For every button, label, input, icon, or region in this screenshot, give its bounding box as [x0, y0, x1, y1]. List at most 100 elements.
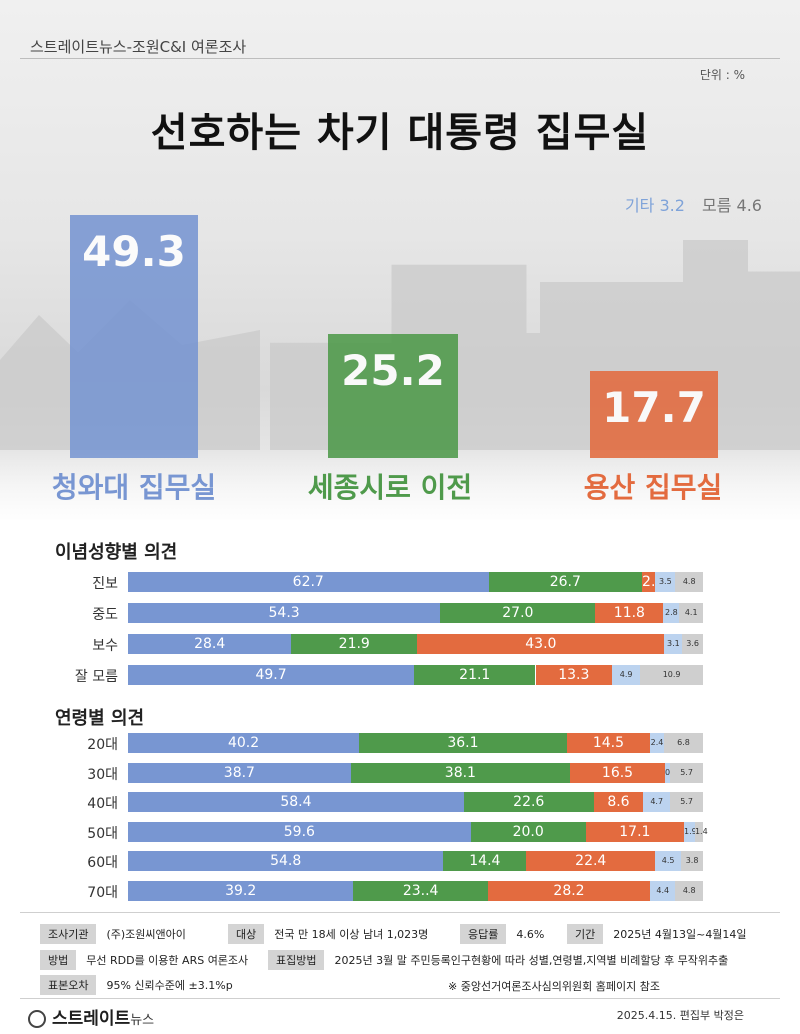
ideology-row-label: 보수 [92, 638, 118, 654]
age-segment [350, 762, 571, 783]
age-segment [670, 792, 703, 812]
main-title: 선호하는 차기 대통령 집무실 [150, 110, 650, 156]
brand-icon [28, 1010, 46, 1028]
section-title-age: 연령별 의견 [55, 708, 145, 729]
bar-value-sejong: 25.2 [341, 346, 445, 396]
age-segment [128, 851, 444, 871]
ideology-row-bar: 54.3 27.0 11.8 2.8 4.1 [128, 603, 703, 623]
ideology-segment [595, 603, 664, 623]
meta-sampling: 표집방법 2025년 3월 말 주민등록인구현황에 따라 성별,연령별,지역별 비… [268, 950, 728, 970]
age-segment [128, 733, 360, 753]
ideology-row-label: 중도 [92, 607, 118, 623]
age-segment-label: 28.2 [553, 882, 585, 899]
age-row-bar: 54.8 14.4 22.4 4.5 3.8 [128, 851, 703, 871]
ideology-row-label: 잘 모름 [74, 669, 118, 685]
age-segment [470, 821, 586, 842]
ideology-segment [642, 572, 656, 592]
age-segment-label: 54.8 [270, 853, 302, 869]
bar-cheongwadae: 49.3 [70, 215, 198, 458]
age-segment [665, 762, 671, 783]
brand-sub: 뉴스 [130, 1013, 155, 1028]
age-segment-label: 5.7 [680, 797, 693, 806]
age-row-bar: 58.4 22.6 8.6 4.7 5.7 [128, 792, 703, 812]
section-title-ideology: 이념성향별 의견 [55, 542, 178, 563]
age-row-label: 30대 [87, 766, 118, 783]
bar-label-sejong: 세종시로 이전 [307, 471, 473, 504]
ideology-segment [612, 665, 641, 685]
age-segment [650, 733, 664, 753]
ideology-segment [664, 634, 683, 654]
age-segment-label: 17.1 [619, 823, 651, 840]
age-segment [670, 762, 703, 783]
age-segment-label: 59.6 [283, 823, 315, 840]
background-fade [0, 450, 800, 530]
meta-response: 응답률 4.6% [460, 924, 544, 944]
info-divider-top [20, 912, 780, 913]
ideology-segment-label: 2.3 [642, 574, 665, 590]
meta-period-tag: 기간 [567, 924, 604, 944]
age-segment [443, 851, 527, 871]
age-row-label: 70대 [87, 884, 118, 901]
age-segment [487, 880, 651, 901]
ideology-segment [675, 572, 703, 592]
ideology-segment-label: 3.1 [667, 639, 680, 648]
meta-agency-value: (주)조원씨앤아이 [106, 928, 186, 941]
ideology-segment [488, 572, 643, 592]
credit-line: 2025.4.15. 편집부 박정은 [616, 1009, 744, 1022]
age-segment-label: 38.1 [444, 764, 476, 781]
age-segment-label: 22.4 [575, 853, 607, 869]
age-segment-label: 8.6 [607, 794, 630, 810]
unit-label: 단위 : % [699, 68, 745, 82]
age-segment [128, 762, 351, 783]
meta-target-tag: 대상 [228, 924, 265, 944]
ideology-segment-label: 2.8 [664, 608, 678, 617]
age-segment [128, 880, 354, 901]
others-etc: 기타 3.2 [624, 196, 685, 215]
age-segment-label: 14.5 [592, 735, 624, 751]
ideology-segment-label: 43.0 [525, 636, 557, 652]
age-segment [526, 851, 656, 871]
ideology-row-bar: 49.7 21.1 13.3 4.9 10.9 [128, 665, 703, 685]
ideology-segment-label: 4.9 [619, 670, 633, 679]
age-segment [593, 792, 644, 812]
meta-target-value: 전국 만 18세 이상 남녀 1,023명 [274, 928, 429, 941]
age-segment [128, 821, 471, 842]
age-segment-label: 38.7 [223, 764, 255, 781]
ideology-segment [128, 572, 489, 592]
others-dont-know: 모름 4.6 [702, 196, 762, 215]
meta-target: 대상 전국 만 18세 이상 남녀 1,023명 [228, 924, 428, 944]
meta-sampling-value: 2025년 3월 말 주민등록인구현황에 따라 성별,연령별,지역별 비례할당 … [334, 954, 729, 967]
age-segment [128, 792, 464, 812]
age-row-bar: 39.2 23..4 28.2 4.4 4.8 [128, 880, 703, 901]
age-segment [353, 880, 488, 901]
ideology-row-bar: 62.7 26.7 2.3 3.5 4.8 [128, 572, 703, 592]
meta-note: ※ 중앙선거여론조사심의위원회 홈페이지 참조 [448, 980, 660, 993]
ideology-row-bar: 28.4 21.9 43.0 3.1 3.6 [128, 634, 703, 654]
bar-sejong: 25.2 [328, 334, 458, 458]
meta-error-tag: 표본오차 [40, 975, 97, 995]
others-legend: 기타 3.2 모름 4.6 [613, 192, 762, 216]
age-segment-label: 22.6 [513, 794, 545, 810]
age-segment [570, 762, 665, 783]
ideology-segment [682, 634, 703, 654]
meta-error: 표본오차 95% 신뢰수준에 ±3.1%p [40, 975, 233, 995]
ideology-segment-label: 11.8 [613, 605, 645, 621]
age-segment-label: 20.0 [512, 823, 544, 840]
meta-period: 기간 2025년 4월13일~4월14일 [567, 924, 747, 944]
age-segment-label: 2.4 [650, 738, 664, 747]
ideology-segment [440, 603, 596, 623]
bar-label-cheongwadae: 청와대 집무실 [51, 471, 217, 504]
age-row-bar: 38.738.116.50.95.7 [128, 762, 703, 783]
age-row-label: 20대 [87, 737, 118, 753]
survey-source: 스트레이트뉴스-조원C&I 여론조사 [30, 38, 247, 56]
meta-period-value: 2025년 4월13일~4월14일 [613, 928, 747, 941]
age-segment [684, 821, 695, 842]
meta-method: 방법 무선 RDD를 이용한 ARS 여론조사 [40, 950, 248, 970]
age-segment [694, 821, 703, 842]
ideology-segment-label: 49.7 [255, 667, 287, 683]
age-segment-label: 6.8 [677, 738, 690, 747]
ideology-segment-label: 62.7 [292, 574, 324, 590]
age-segment [675, 880, 703, 901]
ideology-segment [417, 634, 665, 654]
meta-agency-tag: 조사기관 [40, 924, 97, 944]
